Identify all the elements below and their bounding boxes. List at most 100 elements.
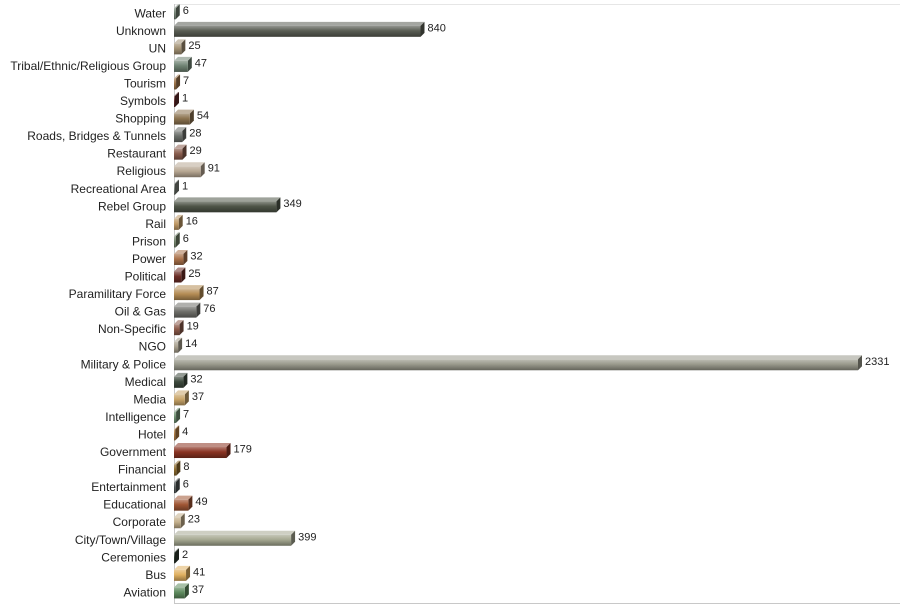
bar-side-face <box>858 355 862 371</box>
bar-top-face <box>174 179 179 184</box>
bar-front-face <box>174 429 176 441</box>
bar-front-face <box>174 517 181 529</box>
bar-front-face <box>174 341 179 353</box>
category-label-power: Power <box>132 252 166 266</box>
bar-top-face <box>174 56 192 61</box>
bar-side-face <box>199 285 204 301</box>
bar-side-face <box>178 337 183 353</box>
value-label-government: 179 <box>234 444 252 456</box>
bar-city-town-village <box>174 530 296 546</box>
bar-top-face <box>174 583 189 588</box>
category-labels: Water Unknown UN Tribal/Ethnic/Religious Gr… <box>10 6 166 599</box>
category-label-prison: Prison <box>132 234 166 248</box>
bar-front-face <box>174 464 177 476</box>
bar-side-face <box>175 4 180 20</box>
bar-side-face <box>189 109 194 125</box>
bar-front-face <box>174 201 277 213</box>
bar-government <box>174 443 231 459</box>
value-label-entertainment: 6 <box>183 479 189 491</box>
category-label-media: Media <box>133 392 166 406</box>
value-label-bus: 41 <box>193 566 205 578</box>
bar-top-face <box>174 513 185 518</box>
category-label-military-police: Military & Police <box>81 357 167 371</box>
bar-roads-bridges-tunnels <box>174 127 187 143</box>
bar-side-face <box>176 407 181 423</box>
bar-top-face <box>174 407 181 412</box>
bar-side-face <box>196 302 201 318</box>
bar-top-face <box>174 337 183 342</box>
bar-side-face <box>181 267 186 283</box>
category-label-shopping: Shopping <box>115 112 166 126</box>
bar-side-face <box>175 232 180 248</box>
category-label-bus: Bus <box>145 568 166 582</box>
bar-side-face <box>175 92 179 108</box>
bar-top-face <box>174 267 186 272</box>
bar-side-face <box>180 513 185 529</box>
bar-front-face <box>174 394 185 406</box>
bar-side-face <box>181 39 186 55</box>
bar-tribal-ethnic-religious-group <box>174 56 192 72</box>
category-label-rail: Rail <box>145 217 166 231</box>
value-label-corporate: 23 <box>188 514 200 526</box>
bar-side-face <box>175 548 179 564</box>
bar-side-face <box>291 530 296 546</box>
bar-front-face <box>174 148 183 160</box>
bar-side-face <box>184 583 189 599</box>
bar-side-face <box>187 56 192 72</box>
bar-top-face <box>174 162 205 167</box>
bar-front-face <box>174 534 292 546</box>
bar-financial <box>174 460 181 476</box>
value-label-rail: 16 <box>186 215 198 227</box>
bar-front-face <box>174 25 421 37</box>
category-label-religious: Religious <box>117 164 166 178</box>
category-label-ceremonies: Ceremonies <box>101 550 166 564</box>
value-label-roads-bridges-tunnels: 28 <box>189 128 201 140</box>
bar-side-face <box>182 127 187 143</box>
value-label-city-town-village: 399 <box>298 531 316 543</box>
bar-front-face <box>174 447 227 459</box>
value-label-tourism: 7 <box>183 75 189 87</box>
bar-front-face <box>174 60 188 72</box>
bar-front-face <box>174 236 176 248</box>
bar-side-face <box>175 179 179 195</box>
category-label-tribal-ethnic-religious-group: Tribal/Ethnic/Religious Group <box>10 59 166 73</box>
bar-side-face <box>420 21 425 37</box>
bar-un <box>174 39 186 55</box>
bar-side-face <box>186 565 191 581</box>
bar-front-face <box>174 271 182 283</box>
bar-top-face <box>174 197 281 202</box>
bar-front-face <box>174 96 175 108</box>
bar-front-face <box>174 499 189 511</box>
bar-side-face <box>176 74 181 90</box>
bar-ngo <box>174 337 183 353</box>
value-label-water: 6 <box>183 5 189 17</box>
bar-prison <box>174 232 180 248</box>
bar-top-face <box>174 302 201 307</box>
bar-top-face <box>174 39 186 44</box>
bar-rail <box>174 214 183 230</box>
bar-front-face <box>174 218 179 230</box>
category-label-tourism: Tourism <box>124 76 166 90</box>
category-label-un: UN <box>149 41 166 55</box>
bar-non-specific <box>174 320 184 336</box>
bar-top-face <box>174 495 193 500</box>
bar-aviation <box>174 583 189 599</box>
bar-top-face <box>174 285 204 290</box>
bar-top-face <box>174 425 180 430</box>
category-label-government: Government <box>100 445 167 459</box>
bar-ceremonies <box>174 548 179 564</box>
value-label-educational: 49 <box>195 496 207 508</box>
category-label-medical: Medical <box>125 375 166 389</box>
bar-top-face <box>174 530 296 535</box>
bar-media <box>174 390 189 406</box>
bar-front-face <box>174 569 187 581</box>
bar-side-face <box>175 478 180 494</box>
bar-top-face <box>174 232 180 237</box>
bar-power <box>174 249 188 265</box>
bar-side-face <box>200 162 205 178</box>
bar-front-face <box>174 166 201 178</box>
category-label-roads-bridges-tunnels: Roads, Bridges & Tunnels <box>27 129 166 143</box>
bar-top-face <box>174 548 179 553</box>
bar-top-face <box>174 478 180 483</box>
bar-medical <box>174 372 188 388</box>
